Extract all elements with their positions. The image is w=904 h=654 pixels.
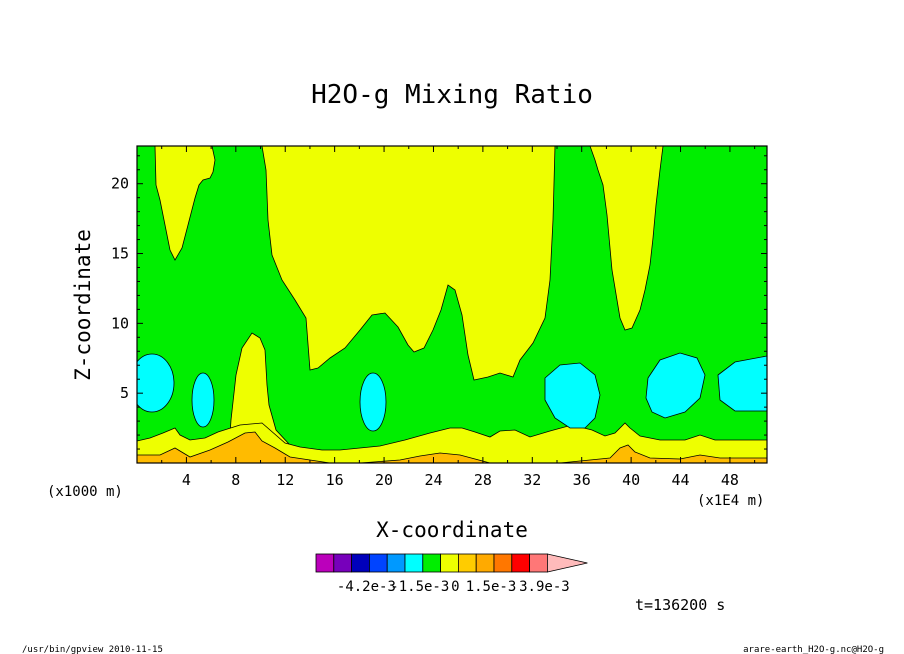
colorbar-swatch — [440, 553, 459, 573]
colorbar-swatch — [493, 553, 513, 573]
colorbar-swatch — [404, 553, 424, 573]
x-tick-label: 20 — [375, 471, 393, 489]
x-axis: 4 8 12 16 20 24 28 32 36 40 44 48 — [161, 146, 756, 489]
colorbar-label: -4.2e-3 — [337, 579, 396, 595]
field-central-plume — [261, 146, 556, 381]
y-axis: 5 10 15 20 — [111, 155, 767, 450]
field-right-upper-plume — [589, 146, 664, 331]
field-cyan-cell-3 — [359, 372, 387, 432]
colorbar-swatch — [422, 553, 441, 573]
x-tick-label: 28 — [474, 471, 492, 489]
plot-frame — [136, 145, 768, 464]
x-unit-label: (x1E4 m) — [697, 493, 764, 509]
time-label: t=136200 s — [635, 596, 725, 614]
y-tick-label: 10 — [111, 314, 129, 332]
colorbar — [315, 553, 588, 573]
colorbar-swatch — [368, 553, 388, 573]
colorbar-label: 3.9e-3 — [519, 579, 570, 595]
colorbar-label: 1.5e-3 — [466, 579, 517, 595]
colorbar-swatch — [386, 553, 406, 573]
x-tick-label: 44 — [671, 471, 689, 489]
x-tick-label: 24 — [424, 471, 442, 489]
colorbar-swatch — [351, 553, 370, 573]
x-axis-label: X-coordinate — [376, 518, 528, 542]
colorbar-arrow — [547, 553, 588, 573]
colorbar-label: -1.5e-3 — [390, 579, 449, 595]
x-tick-label: 4 — [182, 471, 191, 489]
colorbar-swatch — [457, 553, 477, 573]
colorbar-swatch — [475, 553, 495, 573]
colorbar-swatch — [529, 553, 548, 573]
footer-left: /usr/bin/gpview 2010-11-15 — [22, 645, 163, 654]
colorbar-label: 0 — [451, 579, 459, 595]
y-axis-label: Z-coordinate — [71, 229, 95, 381]
x-tick-label: 12 — [276, 471, 294, 489]
field-cyan-cell-1 — [137, 353, 175, 413]
field-cyan-cell-6 — [717, 355, 767, 412]
contour-fields — [137, 146, 767, 463]
x-tick-label: 40 — [622, 471, 640, 489]
field-bottom-band — [137, 422, 767, 463]
x-tick-label: 48 — [721, 471, 739, 489]
y-unit-label: (x1000 m) — [47, 484, 123, 500]
y-tick-label: 5 — [120, 384, 129, 402]
colorbar-swatch — [315, 553, 335, 573]
field-upper-left-plume — [154, 146, 216, 261]
colorbar-labels: -4.2e-3-1.5e-3 0 1.5e-3 3.9e-3 — [337, 579, 570, 595]
colorbar-swatch — [333, 553, 352, 573]
x-tick-label: 8 — [231, 471, 240, 489]
colorbar-swatch — [511, 553, 530, 573]
field-cyan-cell-2 — [191, 372, 215, 428]
x-tick-label: 16 — [326, 471, 344, 489]
footer-right: arare-earth_H2O-g.nc@H2O-g — [743, 645, 884, 654]
x-tick-label: 32 — [523, 471, 541, 489]
y-tick-label: 15 — [111, 245, 129, 263]
field-cyan-cell-5 — [645, 352, 706, 419]
x-tick-label: 36 — [573, 471, 591, 489]
field-orange-band — [137, 431, 767, 463]
chart-title: H2O-g Mixing Ratio — [311, 80, 593, 110]
y-tick-label: 20 — [111, 175, 129, 193]
field-cyan-cell-4 — [544, 362, 601, 429]
